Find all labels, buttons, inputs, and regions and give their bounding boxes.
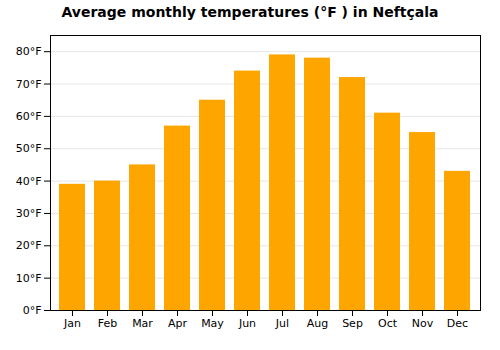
svg-text:Jun: Jun <box>238 317 256 330</box>
svg-text:30°F: 30°F <box>16 207 42 220</box>
svg-text:Aug: Aug <box>307 317 328 330</box>
svg-text:40°F: 40°F <box>16 175 42 188</box>
svg-text:Jul: Jul <box>275 317 289 330</box>
svg-text:0°F: 0°F <box>23 304 42 317</box>
svg-text:60°F: 60°F <box>16 110 42 123</box>
svg-text:20°F: 20°F <box>16 239 42 252</box>
svg-text:70°F: 70°F <box>16 78 42 91</box>
svg-text:Apr: Apr <box>168 317 188 330</box>
svg-text:Sep: Sep <box>342 317 363 330</box>
svg-text:80°F: 80°F <box>16 45 42 58</box>
svg-text:10°F: 10°F <box>16 272 42 285</box>
svg-text:Nov: Nov <box>412 317 434 330</box>
svg-text:May: May <box>201 317 224 330</box>
svg-text:Feb: Feb <box>98 317 117 330</box>
svg-text:50°F: 50°F <box>16 142 42 155</box>
svg-text:Dec: Dec <box>447 317 468 330</box>
html-text:Average monthly temperatures (: Average monthly temperatures (°F ) in Ne… <box>61 4 439 20</box>
svg-text:Mar: Mar <box>132 317 153 330</box>
svg-text:Oct: Oct <box>378 317 398 330</box>
svg-text:Jan: Jan <box>63 317 81 330</box>
